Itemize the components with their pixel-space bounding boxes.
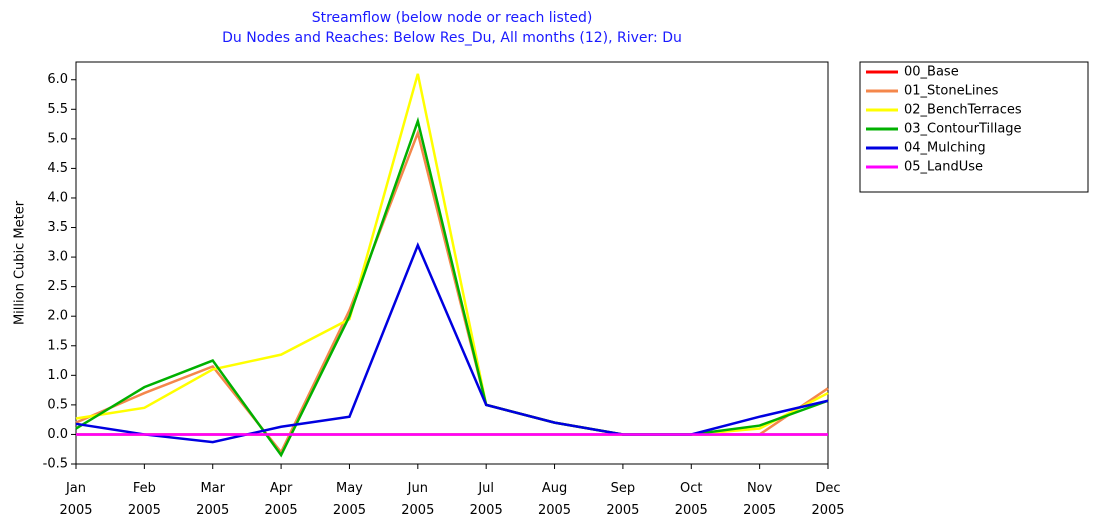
x-tick-label: Sep 2005 <box>606 481 639 518</box>
legend-label: 04_Mulching <box>904 141 986 156</box>
legend-label: 00_Base <box>904 65 959 80</box>
x-tick-label: May 2005 <box>333 481 366 518</box>
plot-frame <box>75 61 829 465</box>
legend-label: 01_StoneLines <box>904 84 999 99</box>
x-tick-label: Feb 2005 <box>128 481 161 518</box>
y-tick-label: 5.0 <box>47 131 68 146</box>
series-line <box>75 73 829 436</box>
y-axis-label: Million Cubic Meter <box>13 200 28 325</box>
y-tick-label: 1.5 <box>47 338 68 353</box>
x-tick-label: Oct 2005 <box>675 481 708 518</box>
y-tick-label: 4.0 <box>47 190 68 205</box>
y-tick-label: 2.5 <box>47 279 68 294</box>
y-tick-label: 3.5 <box>47 220 68 235</box>
series-line <box>75 116 829 458</box>
x-tick-label: Mar 2005 <box>196 481 229 518</box>
legend-box <box>859 61 1089 193</box>
y-tick-label: 0.5 <box>47 397 68 412</box>
series-line <box>75 128 829 455</box>
x-tick-label: Nov 2005 <box>743 481 776 518</box>
y-tick-label: 6.0 <box>47 72 68 87</box>
y-tick-label: 0.0 <box>47 427 68 442</box>
x-tick-label: Dec 2005 <box>811 481 844 518</box>
y-tick-label: 1.0 <box>47 368 68 383</box>
y-tick-label: -0.5 <box>43 457 68 472</box>
legend-label: 02_BenchTerraces <box>904 103 1022 118</box>
x-tick-label: Jul 2005 <box>470 481 503 518</box>
y-tick-label: 4.5 <box>47 161 68 176</box>
chart-title: Streamflow (below node or reach listed) <box>312 10 593 26</box>
x-tick-label: Jan 2005 <box>59 481 92 518</box>
chart-subtitle: Du Nodes and Reaches: Below Res_Du, All … <box>222 30 682 46</box>
y-tick-label: 5.5 <box>47 102 68 117</box>
series-line <box>75 241 829 444</box>
x-tick-label: Apr 2005 <box>265 481 298 518</box>
x-tick-label: Jun 2005 <box>401 481 434 518</box>
legend-label: 03_ContourTillage <box>904 122 1022 137</box>
legend-label: 05_LandUse <box>904 160 983 175</box>
y-tick-label: 2.0 <box>47 309 68 324</box>
x-tick-label: Aug 2005 <box>538 481 571 518</box>
y-tick-label: 3.0 <box>47 250 68 265</box>
